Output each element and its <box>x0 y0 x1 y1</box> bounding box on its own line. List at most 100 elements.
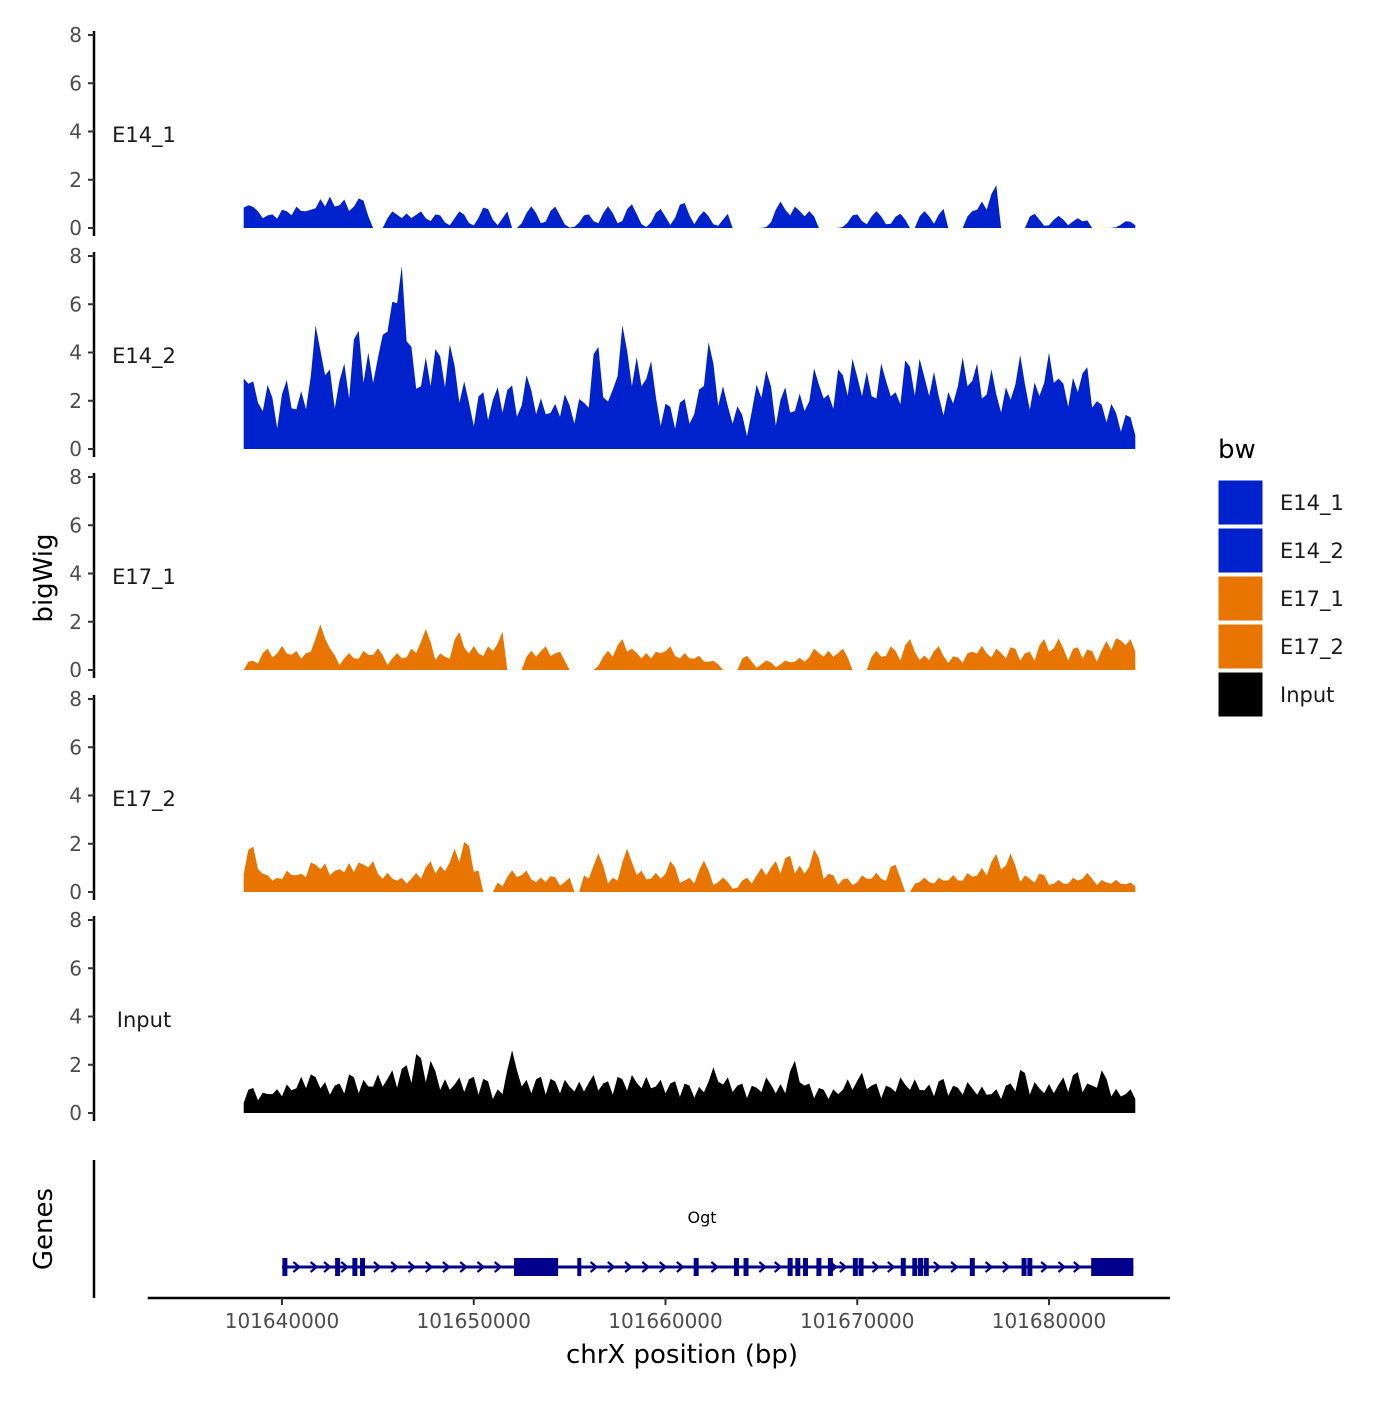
exon-block <box>969 1258 975 1276</box>
exon-block <box>360 1258 366 1276</box>
y-tick-label: 2 <box>69 610 82 634</box>
strand-arrow <box>424 1261 434 1273</box>
exon-block-wide <box>577 1258 582 1276</box>
x-tick-label: 101680000 <box>992 1309 1107 1333</box>
exon-block <box>1021 1258 1027 1276</box>
legend-swatch <box>1217 671 1264 718</box>
exon-block <box>795 1258 801 1276</box>
y-tick-label: 2 <box>69 1053 82 1077</box>
strand-arrow <box>1073 1261 1082 1273</box>
track-label: E17_1 <box>112 565 176 590</box>
strand-arrow <box>323 1261 332 1273</box>
x-axis-title: chrX position (bp) <box>566 1340 798 1370</box>
y-tick-label: 6 <box>69 292 82 316</box>
y-tick-label: 0 <box>69 880 82 904</box>
y-tick-label: 0 <box>69 658 82 682</box>
strand-arrow <box>407 1261 417 1273</box>
exon-block-wide <box>1091 1258 1134 1276</box>
exon-block <box>852 1258 858 1276</box>
strand-arrow <box>292 1261 302 1273</box>
strand-arrow <box>950 1261 959 1273</box>
y-tick-label: 2 <box>69 389 82 413</box>
y-axis-title: bigWig <box>29 533 59 622</box>
y-tick-label: 8 <box>69 465 82 489</box>
legend-label: E14_2 <box>1280 539 1344 564</box>
strand-arrow <box>641 1261 651 1273</box>
y-tick-label: 8 <box>69 244 82 268</box>
legend-swatch <box>1217 623 1264 670</box>
track-E14_2: 0 2 4 6 8 E14_2 <box>69 244 1136 461</box>
strand-arrow <box>758 1261 768 1273</box>
exon-block <box>693 1258 699 1276</box>
track-label: Input <box>117 1008 171 1032</box>
track-E17_1: 0 2 4 6 8 E17_1 <box>69 465 1136 682</box>
y-tick-label: 2 <box>69 168 82 192</box>
legend-item: Input <box>1217 671 1334 718</box>
exon-block <box>918 1258 924 1276</box>
legend-items: E14_1 E14_2 E17_1 E17_2 Input <box>1217 479 1344 718</box>
strand-arrow <box>1040 1261 1049 1273</box>
signal-area-E14_1 <box>243 185 1136 228</box>
y-tick-label: 4 <box>69 341 82 365</box>
gene-name-label: Ogt <box>687 1208 716 1227</box>
exon-block <box>816 1258 822 1276</box>
y-tick-label: 8 <box>69 23 82 47</box>
y-tick-label: 4 <box>69 1005 82 1029</box>
signal-area-Input <box>243 1050 1136 1113</box>
strand-arrow <box>493 1261 503 1273</box>
y-tick-label: 8 <box>69 687 82 711</box>
y-tick-label: 6 <box>69 956 82 980</box>
legend-label: E17_1 <box>1280 587 1344 612</box>
exon-block <box>912 1258 918 1276</box>
strand-arrow <box>773 1261 783 1273</box>
x-tick-label: 101640000 <box>225 1309 340 1333</box>
genes-track-title: Genes <box>29 1188 59 1270</box>
y-tick-label: 4 <box>69 562 82 586</box>
strand-arrow <box>607 1261 616 1273</box>
track-label: E14_1 <box>112 123 176 148</box>
strand-arrow <box>1057 1261 1067 1273</box>
y-tick-label: 8 <box>69 908 82 932</box>
legend-label: Input <box>1280 683 1334 707</box>
strand-arrow <box>589 1261 599 1273</box>
x-axis: 101640000 101650000 101660000 101670000 1016… <box>147 1296 1170 1333</box>
legend: bw E14_1 E14_2 E17_1 E17_2 Input <box>1217 435 1344 718</box>
y-tick-label: 6 <box>69 71 82 95</box>
x-tick-label: 101650000 <box>416 1309 531 1333</box>
strand-arrow <box>710 1261 720 1273</box>
legend-swatch <box>1217 575 1264 622</box>
exon-block <box>858 1258 864 1276</box>
x-tick-label: 101670000 <box>800 1309 915 1333</box>
strand-arrow <box>476 1261 486 1273</box>
genes-layer: Ogt <box>92 1160 1134 1298</box>
signal-area-E17_1 <box>243 624 1136 670</box>
legend-label: E17_2 <box>1280 635 1344 660</box>
strand-arrow <box>1002 1261 1011 1273</box>
exon-block <box>802 1258 808 1276</box>
y-tick-label: 4 <box>69 784 82 808</box>
y-tick-label: 6 <box>69 735 82 759</box>
strand-arrow <box>309 1261 319 1273</box>
y-tick-label: 4 <box>69 120 82 144</box>
y-tick-label: 6 <box>69 513 82 537</box>
legend-item: E14_2 <box>1217 527 1344 574</box>
exon-block <box>900 1258 906 1276</box>
strand-arrow <box>373 1261 382 1273</box>
legend-swatch <box>1217 527 1264 574</box>
exon-block <box>282 1258 288 1276</box>
track-E14_1: 0 2 4 6 8 E14_1 <box>69 23 1136 240</box>
strand-arrow <box>887 1261 896 1273</box>
y-tick-label: 0 <box>69 216 82 240</box>
exon-block <box>923 1258 929 1276</box>
exon-block <box>352 1258 358 1276</box>
y-tick-label: 0 <box>69 437 82 461</box>
legend-item: E14_1 <box>1217 479 1344 526</box>
legend-swatch <box>1217 479 1264 526</box>
exon-block <box>743 1258 749 1276</box>
signal-area-E17_2 <box>243 842 1136 892</box>
track-E17_2: 0 2 4 6 8 E17_2 <box>69 687 1136 904</box>
x-tick-label: 101660000 <box>608 1309 723 1333</box>
exon-block <box>787 1258 793 1276</box>
